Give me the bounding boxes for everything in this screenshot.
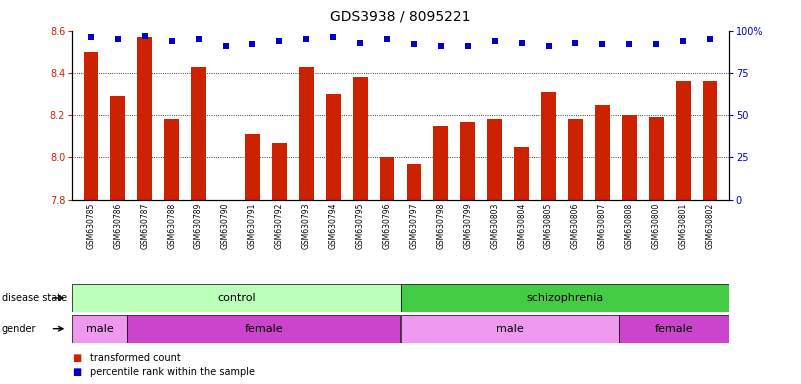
- Bar: [299, 67, 314, 200]
- Bar: [400, 315, 619, 343]
- Point: [327, 35, 340, 41]
- Text: control: control: [217, 293, 256, 303]
- Point: [219, 43, 232, 49]
- Point: [542, 43, 555, 49]
- Bar: [326, 94, 340, 200]
- Point: [434, 43, 447, 49]
- Bar: [83, 52, 99, 200]
- Text: schizophrenia: schizophrenia: [526, 293, 603, 303]
- Bar: [433, 126, 449, 200]
- Point: [300, 36, 312, 42]
- Text: male: male: [86, 324, 113, 334]
- Text: male: male: [496, 324, 524, 334]
- Text: ■: ■: [72, 353, 82, 363]
- Point: [677, 38, 690, 44]
- Bar: [568, 119, 583, 200]
- Point: [569, 40, 582, 46]
- Bar: [407, 164, 421, 200]
- Bar: [619, 315, 729, 343]
- Bar: [622, 115, 637, 200]
- Point: [489, 38, 501, 44]
- Bar: [400, 284, 729, 312]
- Point: [703, 36, 716, 42]
- Point: [354, 40, 367, 46]
- Bar: [487, 119, 502, 200]
- Text: transformed count: transformed count: [90, 353, 180, 363]
- Text: ■: ■: [72, 367, 82, 377]
- Text: GDS3938 / 8095221: GDS3938 / 8095221: [330, 10, 471, 23]
- Point: [246, 41, 259, 47]
- Bar: [272, 142, 287, 200]
- Text: female: female: [244, 324, 283, 334]
- Bar: [111, 96, 125, 200]
- Point: [515, 40, 528, 46]
- Point: [461, 43, 474, 49]
- Point: [139, 33, 151, 39]
- Bar: [676, 81, 690, 200]
- Bar: [702, 81, 718, 200]
- Text: female: female: [655, 324, 694, 334]
- Text: disease state: disease state: [2, 293, 66, 303]
- Point: [596, 41, 609, 47]
- Point: [408, 41, 421, 47]
- Bar: [245, 134, 260, 200]
- Point: [192, 36, 205, 42]
- Bar: [127, 315, 400, 343]
- Bar: [595, 104, 610, 200]
- Bar: [72, 284, 400, 312]
- Point: [165, 38, 178, 44]
- Bar: [514, 147, 529, 200]
- Point: [623, 41, 636, 47]
- Bar: [191, 67, 206, 200]
- Bar: [72, 315, 127, 343]
- Point: [273, 38, 286, 44]
- Bar: [649, 118, 664, 200]
- Bar: [461, 122, 475, 200]
- Text: percentile rank within the sample: percentile rank within the sample: [90, 367, 255, 377]
- Bar: [380, 157, 394, 200]
- Bar: [137, 37, 152, 200]
- Bar: [541, 92, 556, 200]
- Point: [111, 36, 124, 42]
- Bar: [164, 119, 179, 200]
- Point: [650, 41, 662, 47]
- Point: [380, 36, 393, 42]
- Point: [85, 35, 98, 41]
- Text: gender: gender: [2, 324, 36, 334]
- Bar: [352, 77, 368, 200]
